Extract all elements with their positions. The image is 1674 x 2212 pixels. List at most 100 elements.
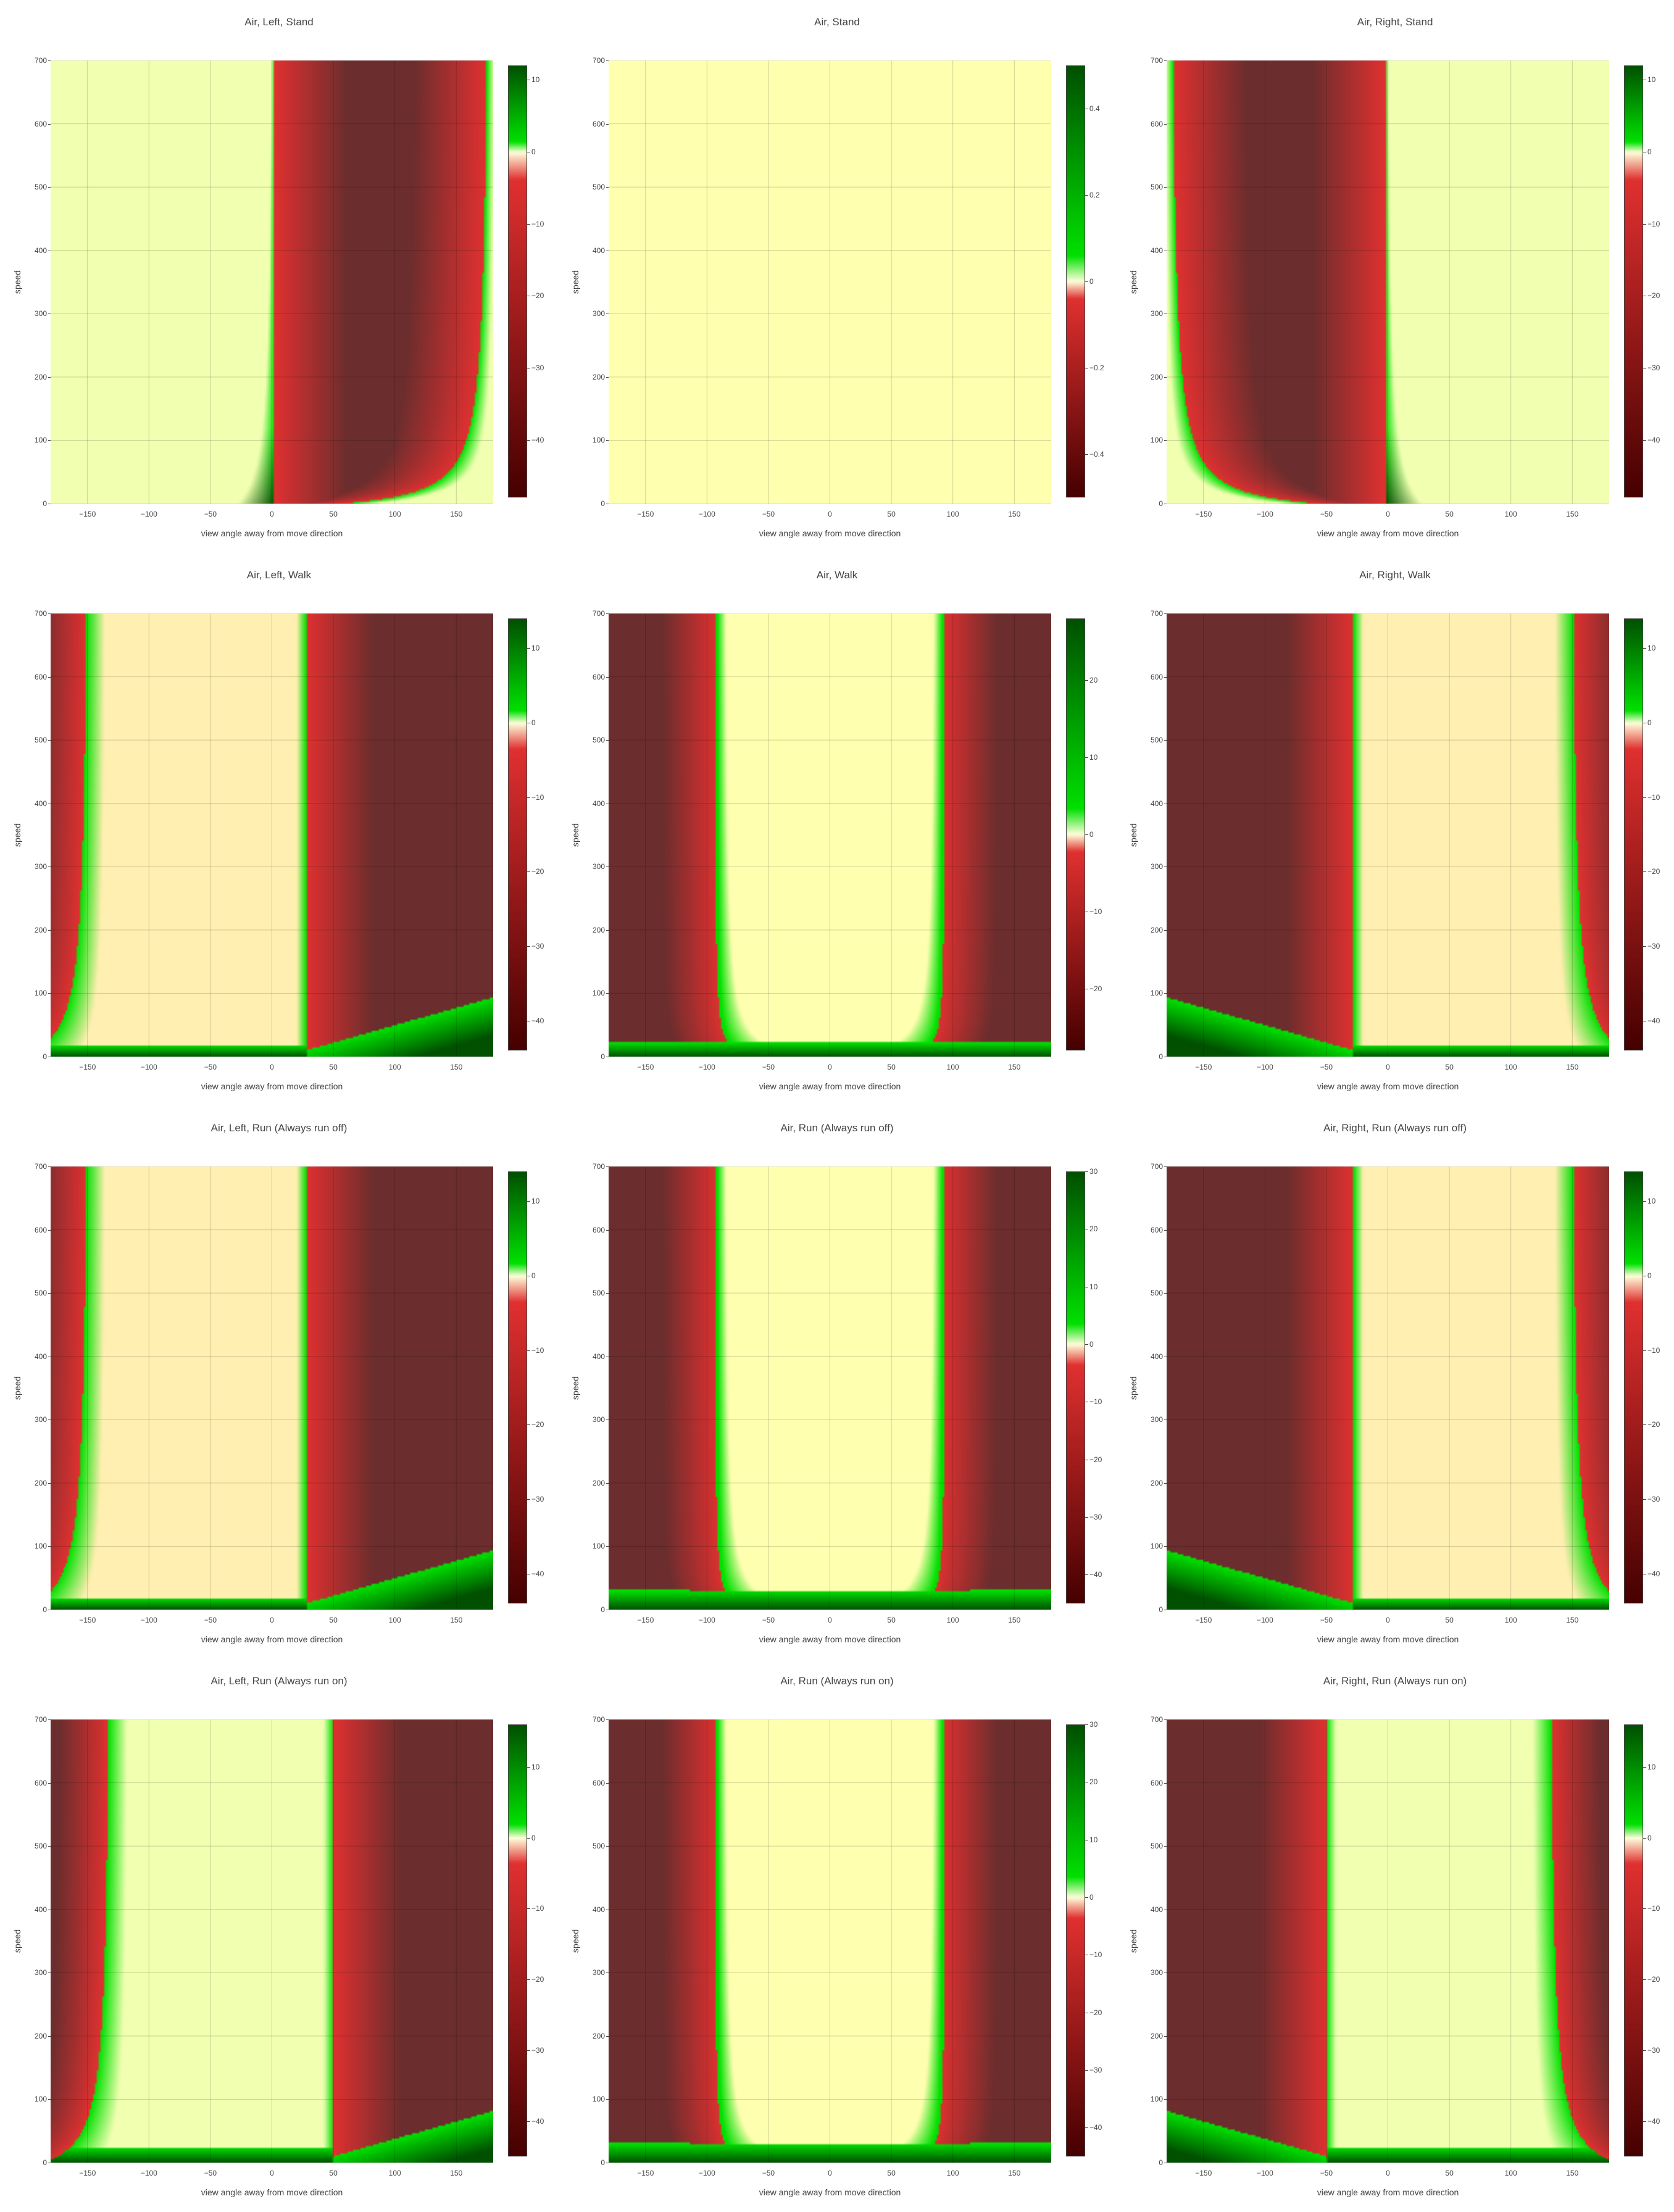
y-axis-label: speed [1128,823,1138,847]
x-tick-label: −50 [1320,2169,1333,2177]
colorbar-tick-label: −40 [1089,1570,1102,1579]
y-tick-label: 400 [592,1352,605,1361]
grid-lines [609,1166,1051,1610]
colorbar [1624,65,1643,497]
colorbar-tick-label: −10 [1089,1397,1102,1407]
heatmap-cells [609,613,1051,1057]
x-tick-label: −150 [637,510,654,518]
heatmap-cells [609,1719,1051,2163]
y-tick-mark [1164,440,1167,441]
colorbar-tick-mark [1085,454,1088,455]
colorbar-gradient [1625,66,1643,497]
y-tick-label: 200 [34,925,47,934]
colorbar-tick-label: 10 [1647,1197,1656,1206]
colorbar-tick-label: 20 [1089,1778,1098,1787]
y-tick-mark [606,1782,609,1784]
colorbar-tick-mark [527,223,530,225]
y-tick-label: 100 [1150,1542,1163,1551]
heatmap-plot-area [51,1166,493,1610]
y-tick-mark [1164,1546,1167,1547]
y-tick-label: 500 [1150,736,1163,745]
y-axis-label: speed [12,1929,22,1953]
y-tick-mark [48,676,51,678]
y-tick-label: 0 [43,1052,47,1061]
colorbar-tick-label: 10 [531,644,540,653]
y-tick-label: 0 [601,499,605,508]
y-tick-mark [48,1229,51,1231]
colorbar-gradient [1067,1172,1085,1603]
y-tick-label: 700 [592,56,605,65]
x-tick-label: 100 [388,2169,401,2177]
heatmap-plot-area [51,613,493,1057]
y-tick-label: 0 [43,2158,47,2167]
x-tick-label: −50 [204,1616,217,1624]
y-tick-label: 600 [1150,1778,1163,1787]
colorbar-tick-label: 20 [1089,1224,1098,1234]
colorbar-tick-mark [527,1766,530,1768]
y-tick-mark [48,2035,51,2037]
y-tick-label: 500 [34,1842,47,1851]
colorbar-gradient [1067,619,1085,1050]
x-axis-label: view angle away from move direction [1317,528,1459,538]
x-tick-label: 0 [828,1063,832,1071]
y-tick-mark [1164,187,1167,188]
x-tick-label: −150 [637,1616,654,1624]
heatmap-plot-area [609,60,1051,504]
colorbar-tick-label: −20 [1647,1420,1660,1429]
colorbar-tick-mark [1643,1499,1646,1500]
y-tick-mark [606,376,609,378]
colorbar [508,1171,527,1603]
x-tick-label: 100 [388,1063,401,1071]
y-tick-label: 300 [34,1415,47,1424]
heatmap-panel: Air, Right, Run (Always run on) −150 −100−… [1116,1659,1674,2212]
y-tick-mark [1164,123,1167,125]
x-axis-label: view angle away from move direction [1317,1634,1459,1644]
chart-title: Air, Right, Walk [1359,569,1431,581]
y-tick-label: 700 [34,1715,47,1724]
y-tick-label: 100 [592,1542,605,1551]
y-tick-label: 600 [592,1225,605,1234]
colorbar-tick-mark [527,1424,530,1426]
x-tick-label: 50 [329,1616,338,1624]
colorbar-tick-mark [1643,1766,1646,1768]
colorbar-gradient [1625,1725,1643,2156]
x-tick-label: −50 [1320,510,1333,518]
colorbar-tick-label: −40 [1089,2123,1102,2132]
colorbar-tick-mark [1643,1837,1646,1839]
x-tick-label: 0 [270,510,274,518]
x-tick-label: 0 [828,510,832,518]
colorbar-tick-label: −30 [531,364,544,372]
colorbar-tick-label: 0 [531,148,536,156]
y-tick-label: 300 [1150,1415,1163,1424]
x-tick-label: 50 [1445,1616,1454,1624]
x-axis-label: view angle away from move direction [759,2187,901,2197]
grid-lines [609,60,1051,504]
y-tick-label: 700 [34,56,47,65]
y-tick-mark [606,123,609,125]
x-tick-label: 100 [946,1063,959,1071]
y-tick-mark [48,2099,51,2100]
y-tick-label: 100 [592,436,605,445]
colorbar-tick-label: 0 [1089,277,1094,286]
colorbar-tick-label: −30 [1647,1495,1660,1504]
colorbar [508,1724,527,2156]
colorbar-tick-mark [1085,195,1088,196]
y-tick-label: 300 [592,309,605,318]
chart-title: Air, Left, Walk [246,569,312,581]
colorbar-tick-mark [527,1350,530,1351]
y-tick-mark [48,1482,51,1484]
y-tick-label: 500 [1150,1842,1163,1851]
x-tick-label: 150 [450,2169,463,2177]
y-tick-mark [606,60,609,61]
y-tick-label: 700 [592,609,605,618]
colorbar [508,65,527,497]
y-tick-mark [1164,60,1167,61]
colorbar [508,618,527,1050]
heatmap-panel: Air, Left, Run (Always run off) −150 −100−… [0,1106,558,1659]
y-tick-mark [48,1846,51,1847]
y-tick-label: 600 [1150,1225,1163,1234]
x-tick-label: −100 [698,2169,715,2177]
y-tick-mark [1164,2099,1167,2100]
colorbar-tick-label: −20 [1647,291,1660,301]
x-tick-label: −100 [140,1616,157,1624]
